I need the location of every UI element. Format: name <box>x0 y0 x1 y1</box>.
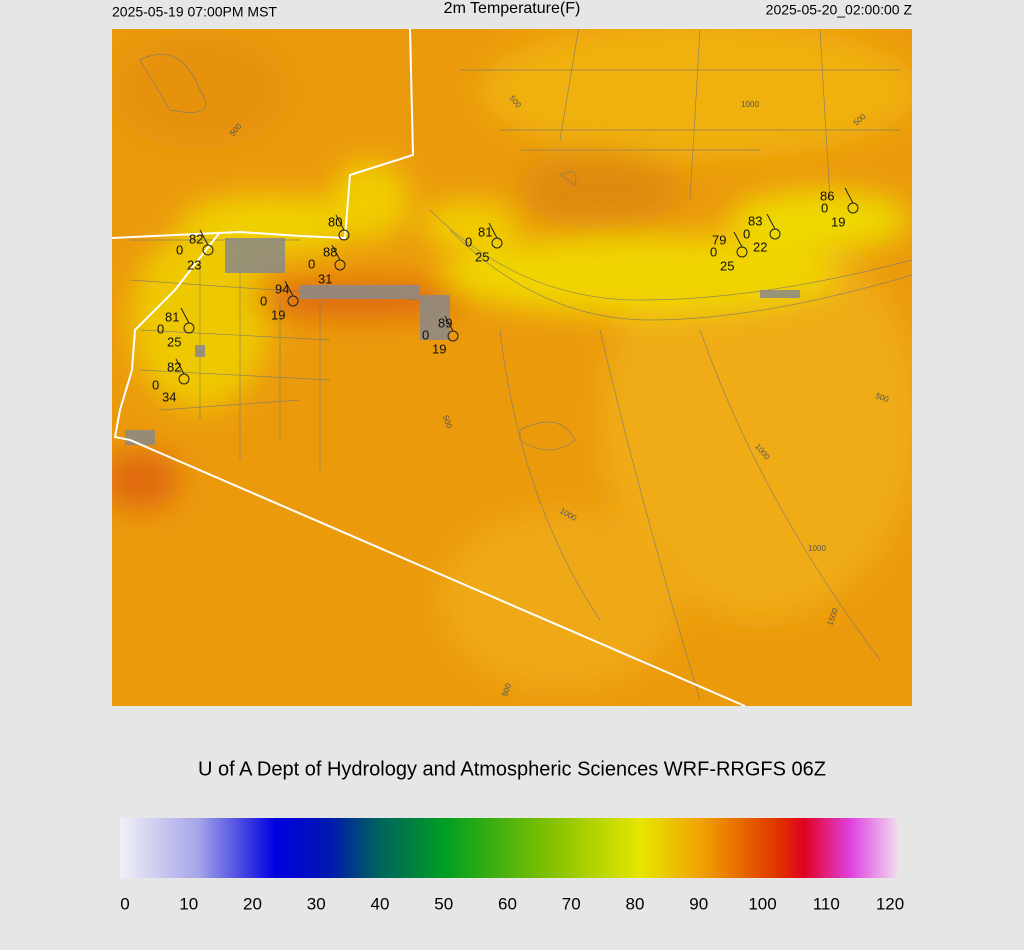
colorbar-tick-label: 10 <box>179 894 198 913</box>
wind-barb <box>199 229 209 246</box>
colorbar <box>120 818 897 878</box>
contour-label: 1000 <box>741 100 759 109</box>
station-temp: 94 <box>275 281 289 296</box>
station-wind: 0 <box>743 226 750 241</box>
station-dewpoint: 25 <box>475 249 489 264</box>
colorbar-tick-label: 90 <box>689 894 708 913</box>
wind-barb <box>335 214 345 231</box>
station-dewpoint: 19 <box>432 341 446 356</box>
station-temp: 82 <box>189 231 203 246</box>
wind-barb <box>488 222 498 239</box>
station-dewpoint: 23 <box>187 257 201 272</box>
wind-barb <box>331 244 341 261</box>
station-wind: 0 <box>465 234 472 249</box>
colorbar-tick-label: 100 <box>748 894 776 913</box>
station-dewpoint: 22 <box>753 239 767 254</box>
station-dewpoint: 25 <box>720 258 734 273</box>
map-title: 2m Temperature(F) <box>444 0 581 17</box>
station-wind: 0 <box>308 256 315 271</box>
station-dewpoint: 31 <box>318 271 332 286</box>
contour-label: 500 <box>874 391 890 404</box>
station-temp: 82 <box>167 359 181 374</box>
station-temp: 81 <box>165 309 179 324</box>
station-dewpoint: 19 <box>831 214 845 229</box>
contour-label: 1000 <box>808 544 826 553</box>
station-dewpoint: 25 <box>167 334 181 349</box>
colorbar-tick-label: 0 <box>120 894 129 913</box>
station-temp: 86 <box>820 188 834 203</box>
wind-barb <box>733 231 743 248</box>
station-wind: 0 <box>821 200 828 215</box>
station-temp: 80 <box>328 214 342 229</box>
credit: U of A Dept of Hydrology and Atmospheric… <box>198 758 826 780</box>
wind-barb <box>844 187 854 204</box>
colorbar-tick-label: 120 <box>876 894 904 913</box>
valid-time-utc: 2025-05-20_02:00:00 Z <box>766 2 913 18</box>
colorbar-tick-label: 50 <box>434 894 453 913</box>
station-temp: 83 <box>748 213 762 228</box>
station-dewpoint: 19 <box>271 307 285 322</box>
contour-label: 500 <box>500 682 513 698</box>
wind-barb <box>175 358 185 375</box>
wind-barb <box>444 315 454 332</box>
station-temp: 81 <box>478 224 492 239</box>
colorbar-tick-label: 30 <box>307 894 326 913</box>
colorbar-tick-label: 40 <box>371 894 390 913</box>
station-dewpoint: 34 <box>162 389 176 404</box>
station-wind: 0 <box>710 244 717 259</box>
wind-barb <box>180 307 190 324</box>
station-wind: 0 <box>260 293 267 308</box>
colorbar-tick-label: 110 <box>813 894 840 913</box>
station-wind: 0 <box>157 321 164 336</box>
colorbar-tick-label: 20 <box>243 894 262 913</box>
wind-barb <box>766 213 776 230</box>
colorbar-tick-label: 70 <box>562 894 581 913</box>
colorbar-tick-label: 60 <box>498 894 517 913</box>
station-temp: 79 <box>712 232 726 247</box>
colorbar-tick-label: 80 <box>626 894 645 913</box>
contour-label: 500 <box>441 414 454 430</box>
station-temp: 89 <box>438 315 452 330</box>
wind-barb <box>284 280 294 297</box>
station-temp: 88 <box>323 244 337 259</box>
station-wind: 0 <box>176 242 183 257</box>
station-wind: 0 <box>152 377 159 392</box>
station-wind: 0 <box>422 327 429 342</box>
valid-time-local: 2025-05-19 07:00PM MST <box>112 4 277 20</box>
temperature-field <box>112 29 912 706</box>
